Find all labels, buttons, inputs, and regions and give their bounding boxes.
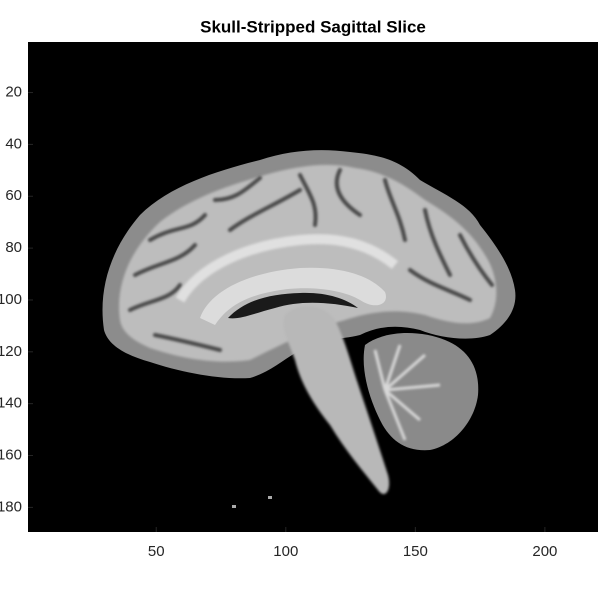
- sulci: [128, 168, 494, 352]
- y-tick-label: 120: [0, 343, 22, 360]
- speck: [232, 505, 236, 508]
- chart-title: Skull-Stripped Sagittal Slice: [200, 17, 426, 36]
- brainstem: [283, 305, 390, 495]
- corpus-callosum: [200, 267, 386, 325]
- speck: [268, 496, 272, 499]
- cerebellum: [363, 333, 479, 451]
- brain-slice: [102, 150, 516, 508]
- y-tick-label: 60: [5, 187, 22, 204]
- x-tick-label: 150: [403, 543, 428, 560]
- y-tick-label: 160: [0, 446, 22, 463]
- x-tick-label: 100: [273, 543, 298, 560]
- x-tick-label: 50: [148, 543, 165, 560]
- arbor-vitae: [373, 344, 441, 441]
- y-tick-label: 40: [5, 135, 22, 152]
- x-tick-label: 200: [532, 543, 557, 560]
- ventricle: [228, 292, 358, 319]
- y-tick-label: 140: [0, 395, 22, 412]
- y-tick-label: 180: [0, 498, 22, 515]
- y-tick-label: 100: [0, 291, 22, 308]
- y-tick-label: 20: [5, 84, 22, 101]
- y-tick-label: 80: [5, 239, 22, 256]
- white-matter: [175, 234, 399, 303]
